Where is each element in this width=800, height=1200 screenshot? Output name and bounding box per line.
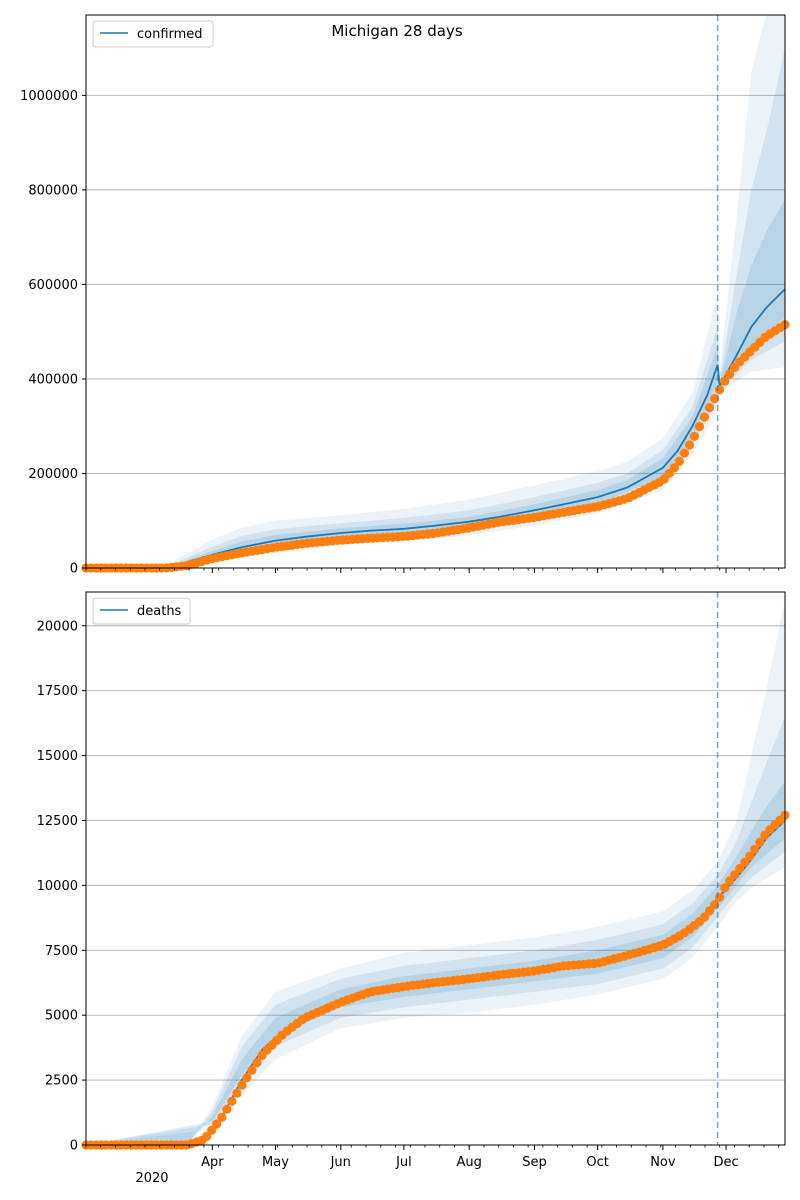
observed-point bbox=[725, 369, 735, 379]
observed-point bbox=[699, 412, 710, 422]
y-tick-label: 17500 bbox=[37, 684, 78, 699]
y-tick-label: 10000 bbox=[37, 879, 78, 894]
y-tick-label: 0 bbox=[70, 1139, 78, 1154]
observed-point bbox=[705, 403, 715, 413]
observed-point bbox=[699, 912, 710, 922]
observed-point bbox=[247, 1065, 257, 1075]
x-tick-label: Sep bbox=[522, 1155, 547, 1170]
observed-point bbox=[720, 376, 730, 386]
deaths-uncertainty-bands bbox=[86, 599, 785, 1145]
x-tick-label: Apr bbox=[201, 1155, 224, 1170]
figure-title: Michigan 28 days bbox=[331, 22, 462, 40]
observed-point bbox=[755, 837, 765, 847]
y-tick-label: 400000 bbox=[28, 372, 78, 387]
observed-point bbox=[202, 1131, 212, 1141]
observed-point bbox=[720, 883, 730, 893]
observed-point bbox=[750, 844, 760, 854]
observed-point bbox=[684, 440, 695, 450]
deaths-axes-frame bbox=[85, 591, 786, 1146]
confirmed-axes-frame bbox=[85, 14, 786, 569]
confirmed-legend: confirmed bbox=[92, 20, 214, 48]
observed-point bbox=[212, 1119, 222, 1129]
confirmed-panel: 0 200000 400000 600000 800000 1000000 confirm… bbox=[20, 14, 790, 577]
x-tick-label: Jun bbox=[330, 1155, 351, 1170]
deaths-panel: 0 2500 5000 7500 10000 12500 15000 17500 20000 A… bbox=[37, 591, 790, 1186]
uncertainty-band bbox=[86, 716, 785, 1145]
observed-point bbox=[217, 1112, 227, 1122]
confirmed-legend-box bbox=[92, 20, 214, 48]
observed-point bbox=[252, 1058, 262, 1068]
observed-point bbox=[740, 857, 750, 867]
x-tick-label: Aug bbox=[456, 1155, 481, 1170]
x-tick-label: Nov bbox=[650, 1155, 676, 1170]
y-tick-label: 2500 bbox=[45, 1074, 78, 1089]
model-line bbox=[86, 288, 786, 569]
observed-point bbox=[725, 876, 735, 886]
x-tick-label: May bbox=[262, 1155, 289, 1170]
observed-point bbox=[694, 422, 705, 432]
deaths-x-axis: Apr May Jun Jul Aug Sep Oct Nov Dec bbox=[85, 1145, 780, 1170]
observed-point bbox=[232, 1088, 242, 1098]
axes-frame bbox=[85, 591, 786, 1146]
observed-point bbox=[745, 851, 755, 861]
observed-point bbox=[715, 892, 725, 902]
x-axis-year-label: 2020 bbox=[135, 1171, 168, 1186]
y-tick-label: 12500 bbox=[37, 814, 78, 829]
axes-frame bbox=[85, 14, 786, 569]
x-tick-label: Dec bbox=[713, 1155, 738, 1170]
deaths-legend-box bbox=[92, 597, 191, 625]
y-tick-label: 7500 bbox=[45, 944, 78, 959]
observed-point bbox=[674, 456, 685, 466]
observed-point bbox=[669, 463, 680, 473]
observed-point bbox=[237, 1080, 247, 1090]
observed-point bbox=[222, 1104, 232, 1114]
observed-point bbox=[735, 863, 745, 874]
x-tick-label: Oct bbox=[586, 1155, 608, 1170]
observed-point bbox=[242, 1073, 252, 1083]
confirmed-x-axis bbox=[85, 568, 780, 573]
y-tick-label: 200000 bbox=[28, 467, 78, 482]
y-tick-label: 5000 bbox=[45, 1009, 78, 1024]
confirmed-legend-label: confirmed bbox=[137, 27, 203, 42]
observed-point bbox=[207, 1125, 217, 1135]
y-tick-label: 15000 bbox=[37, 749, 78, 764]
deaths-legend: deaths bbox=[92, 597, 191, 625]
y-tick-label: 800000 bbox=[28, 183, 78, 198]
deaths-legend-label: deaths bbox=[137, 604, 182, 619]
y-tick-label: 0 bbox=[70, 562, 78, 577]
observed-point bbox=[715, 385, 725, 395]
deaths-observed-points bbox=[81, 810, 790, 1150]
x-tick-label: Jul bbox=[395, 1155, 412, 1170]
confirmed-model-line bbox=[86, 288, 786, 569]
observed-point bbox=[705, 906, 715, 916]
observed-point bbox=[679, 448, 690, 458]
observed-point bbox=[730, 870, 740, 880]
y-tick-label: 1000000 bbox=[20, 89, 78, 104]
y-tick-label: 600000 bbox=[28, 278, 78, 293]
y-tick-label: 20000 bbox=[37, 619, 78, 634]
observed-point bbox=[689, 431, 700, 441]
deaths-y-axis: 0 2500 5000 7500 10000 12500 15000 17500 20000 bbox=[37, 619, 86, 1154]
observed-point bbox=[227, 1096, 237, 1106]
deaths-gridlines bbox=[86, 625, 785, 1081]
confirmed-y-axis: 0 200000 400000 600000 800000 1000000 bbox=[20, 89, 86, 577]
